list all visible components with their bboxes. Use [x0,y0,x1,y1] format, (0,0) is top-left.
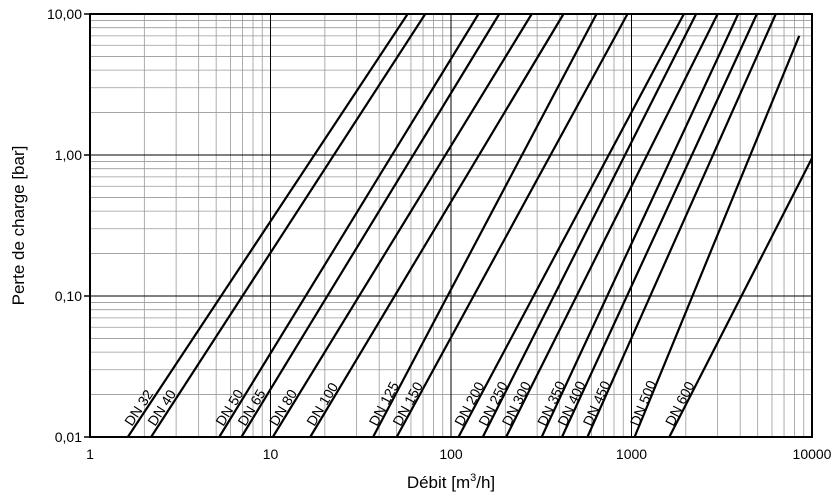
series-line-dn-50 [218,13,480,438]
series-line-dn-150 [395,13,629,438]
series-line-dn-400 [560,13,758,438]
series-line-dn-250 [481,13,698,438]
series-line-dn-300 [505,13,719,438]
x-tick-label: 1 [86,446,94,462]
x-tick-label: 1000 [616,446,647,462]
series-line-dn-32 [126,13,409,438]
series-lines [126,13,813,438]
series-line-dn-200 [457,13,685,438]
y-tick-label: 0,01 [55,429,82,445]
series-line-dn-80 [271,13,533,438]
x-axis-title-end: /h] [476,473,495,492]
series-line-dn-40 [150,13,427,438]
series-line-dn-500 [633,35,801,438]
x-tick-label: 100 [439,446,463,462]
series-line-dn-100 [309,13,565,438]
x-tick-labels: 1 10 100 1000 10000 [86,446,832,462]
series-line-dn-450 [586,13,777,438]
series-line-dn-600 [668,157,813,438]
x-tick-label: 10 [263,446,279,462]
plot-frame [89,13,813,438]
series-line-dn-65 [240,13,501,438]
x-axis-title-superscript: 3 [470,472,476,484]
y-tick-labels: 0,01 0,10 1,00 10,00 [47,6,82,445]
y-tick-label: 1,00 [55,147,82,163]
series-line-dn-125 [372,13,598,438]
x-axis-title-main: Débit [m [407,473,470,492]
x-tick-label: 10000 [793,446,832,462]
x-axis-title: Débit [m3/h] [407,472,495,492]
y-tick-label: 10,00 [47,6,82,22]
y-tick-label: 0,10 [55,288,82,304]
y-axis-title: Perte de charge [bar] [9,146,28,306]
series-line-dn-350 [540,13,740,438]
